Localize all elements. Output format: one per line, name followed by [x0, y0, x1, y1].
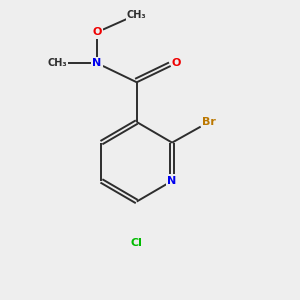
Text: O: O [172, 58, 181, 68]
Text: CH₃: CH₃ [47, 58, 67, 68]
Text: N: N [167, 176, 177, 186]
Text: Br: Br [202, 117, 216, 127]
Text: CH₃: CH₃ [127, 10, 147, 20]
Text: Cl: Cl [131, 238, 143, 248]
Text: O: O [92, 27, 102, 37]
Text: N: N [92, 58, 102, 68]
